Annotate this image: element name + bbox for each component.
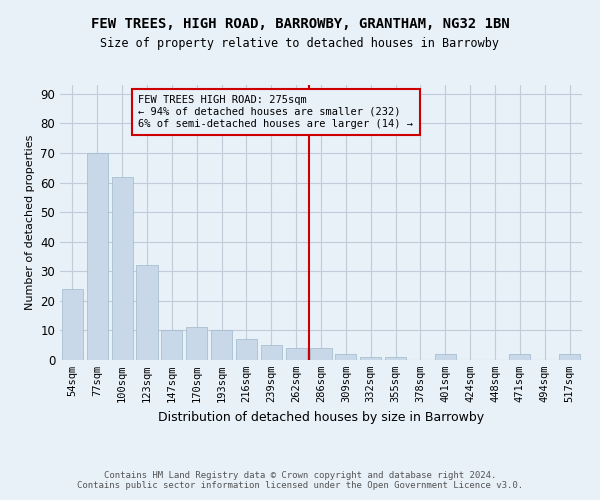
Bar [509, 354, 530, 360]
Bar [435, 354, 456, 360]
Bar [360, 357, 381, 360]
Bar [261, 345, 282, 360]
Text: Size of property relative to detached houses in Barrowby: Size of property relative to detached ho… [101, 38, 499, 51]
Bar [236, 340, 257, 360]
Bar [559, 354, 580, 360]
Bar [112, 176, 133, 360]
Bar [385, 357, 406, 360]
X-axis label: Distribution of detached houses by size in Barrowby: Distribution of detached houses by size … [158, 410, 484, 424]
Bar [87, 153, 108, 360]
Bar [286, 348, 307, 360]
Bar [136, 266, 158, 360]
Text: Contains HM Land Registry data © Crown copyright and database right 2024.
Contai: Contains HM Land Registry data © Crown c… [77, 470, 523, 490]
Text: FEW TREES, HIGH ROAD, BARROWBY, GRANTHAM, NG32 1BN: FEW TREES, HIGH ROAD, BARROWBY, GRANTHAM… [91, 18, 509, 32]
Bar [211, 330, 232, 360]
Text: FEW TREES HIGH ROAD: 275sqm
← 94% of detached houses are smaller (232)
6% of sem: FEW TREES HIGH ROAD: 275sqm ← 94% of det… [139, 96, 413, 128]
Bar [186, 328, 207, 360]
Bar [161, 330, 182, 360]
Bar [310, 348, 332, 360]
Bar [62, 289, 83, 360]
Bar [335, 354, 356, 360]
Y-axis label: Number of detached properties: Number of detached properties [25, 135, 35, 310]
